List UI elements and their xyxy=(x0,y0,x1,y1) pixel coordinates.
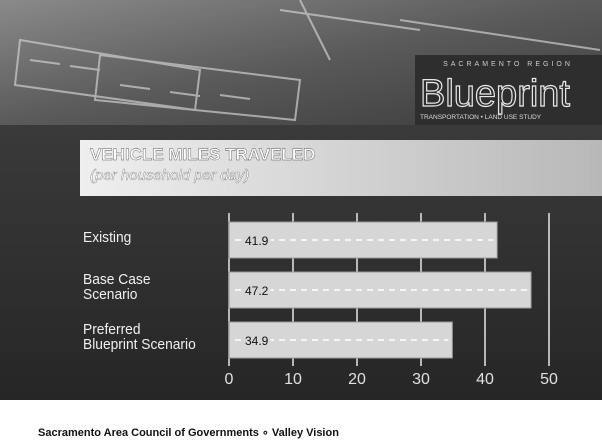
chart: SACRAMENTO REGION Blueprint TRANSPORTATI… xyxy=(0,0,602,444)
x-tick-label: 40 xyxy=(476,371,494,388)
slide: SACRAMENTO REGION Blueprint TRANSPORTATI… xyxy=(0,0,602,444)
value-label: 34.9 xyxy=(245,334,269,348)
x-tick-label: 30 xyxy=(412,371,430,388)
category-label: Preferred Blueprint Scenario xyxy=(83,322,196,352)
x-tick-label: 10 xyxy=(284,371,302,388)
chart-title: VEHICLE MILES TRAVELED xyxy=(90,145,315,164)
category-label: Base Case Scenario xyxy=(83,272,151,302)
value-label: 41.9 xyxy=(245,234,269,248)
x-tick-label: 0 xyxy=(225,371,234,388)
logo-tagline: TRANSPORTATION • LAND USE STUDY xyxy=(420,114,542,121)
footer: Sacramento Area Council of Governments ∘… xyxy=(38,426,339,439)
x-tick-label: 20 xyxy=(348,371,366,388)
logo-region: SACRAMENTO REGION xyxy=(443,61,573,68)
x-tick-label: 50 xyxy=(540,371,558,388)
category-label: Existing xyxy=(83,230,131,245)
value-label: 47.2 xyxy=(245,284,269,298)
chart-subtitle: (per household per day) xyxy=(90,167,249,184)
logo: Blueprint xyxy=(420,73,570,115)
